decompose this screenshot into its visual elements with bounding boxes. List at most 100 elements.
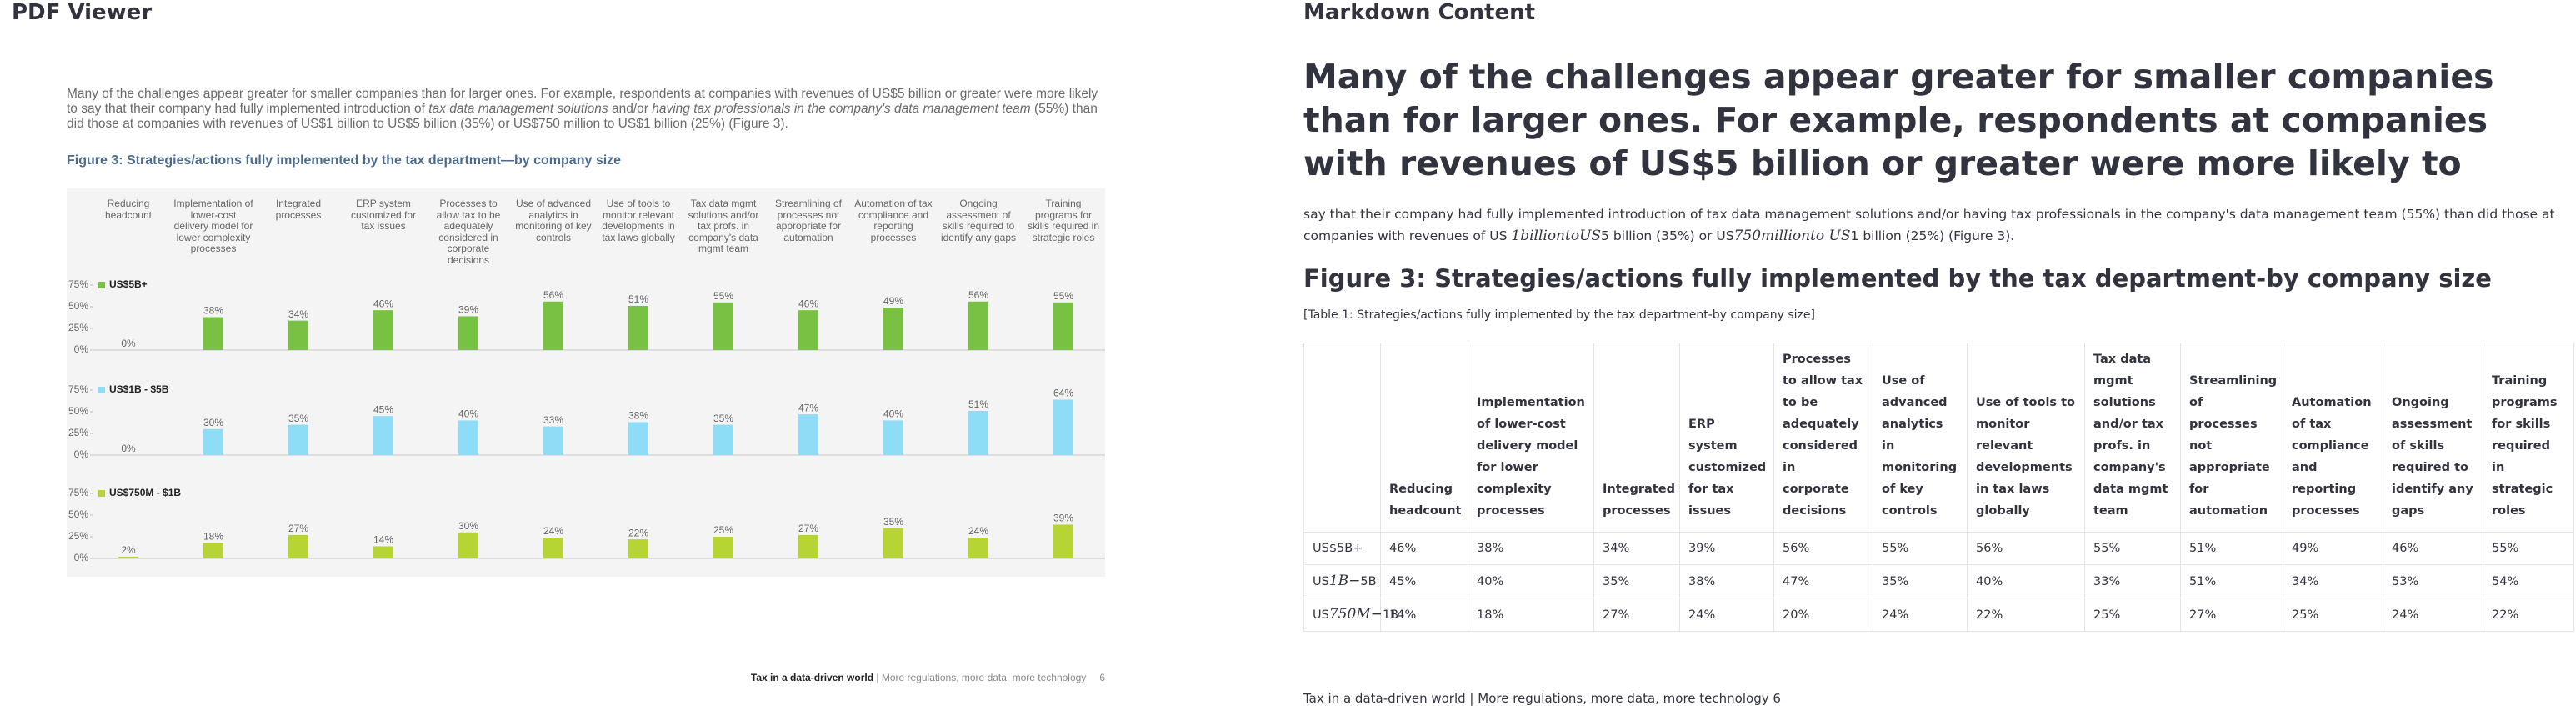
paragraph: say that their company had fully impleme…: [1303, 203, 2570, 247]
header-cell: Use of tools to monitor relevant develop…: [1967, 343, 2085, 533]
data-label: 27%: [288, 523, 308, 534]
text: 5B: [1360, 575, 1377, 588]
text: having tax professionals in the company'…: [652, 102, 1031, 116]
data-label: 30%: [458, 520, 478, 532]
text: Many of the challenges appear greater fo…: [67, 87, 1098, 116]
table-cell: 39%: [1679, 532, 1774, 565]
data-label: 64%: [1053, 388, 1073, 399]
table-cell: 18%: [1468, 598, 1594, 632]
table: Reducing headcount Implementation of lowe…: [1303, 343, 2574, 632]
table-cell: 40%: [1468, 564, 1594, 598]
header-cell: Automation of tax compliance and reporti…: [2283, 343, 2383, 533]
bar: [458, 532, 478, 558]
row-label: US$5B+: [1303, 532, 1381, 565]
bar: [543, 301, 563, 350]
data-label: 45%: [373, 403, 393, 415]
math: 1billiontoUS: [1511, 228, 1602, 244]
bar: [543, 426, 563, 455]
chart-background: [67, 188, 1105, 577]
text: US: [1313, 575, 1329, 588]
bar: [798, 310, 818, 350]
column-header: Automation of tax compliance and reporti…: [854, 198, 933, 243]
table-cell: 47%: [1773, 564, 1873, 598]
text: and/or: [608, 102, 653, 116]
heading: Many of the challenges appear greater fo…: [1303, 57, 2494, 183]
header-cell: Implementation of lower-cost delivery mo…: [1468, 343, 1594, 533]
data-label: 18%: [203, 530, 223, 542]
data-label: 38%: [628, 410, 648, 422]
column-header: Integrated processes: [275, 198, 322, 221]
bar: [713, 302, 733, 350]
text: say that their company had fully impleme…: [1303, 207, 2555, 243]
data-label: 35%: [288, 413, 308, 424]
table-cell: 24%: [2383, 598, 2483, 632]
table-caption: [Table 1: Strategies/actions fully imple…: [1303, 308, 1815, 322]
bar: [373, 546, 393, 558]
data-label: 2%: [121, 544, 136, 556]
table-cell: 56%: [1967, 532, 2085, 565]
column-header: Use of tools to monitor relevant develop…: [602, 198, 675, 243]
table-cell: 27%: [2180, 598, 2283, 632]
bar: [713, 424, 733, 455]
figure-heading: Figure 3: Strategies/actions fully imple…: [1303, 264, 2492, 293]
header-cell: Ongoing assessment of skills required to…: [2383, 343, 2483, 533]
data-label: 38%: [203, 305, 223, 317]
page-number: 6: [1099, 672, 1105, 683]
legend-swatch: [98, 387, 105, 393]
table-cell: 14%: [1380, 598, 1468, 632]
header-cell: Reducing headcount: [1380, 343, 1468, 533]
table-cell: 38%: [1679, 564, 1774, 598]
header-cell: Tax data mgmt solutions and/or tax profs…: [2084, 343, 2181, 533]
y-tick-label: 25%: [68, 322, 88, 333]
data-label: 14%: [373, 534, 393, 546]
paragraph: Many of the challenges appear greater fo…: [67, 87, 1104, 132]
table-cell: 53%: [2383, 564, 2483, 598]
header-cell: ERP system customized for tax issues: [1679, 343, 1774, 533]
column-header: Reducing headcount: [104, 198, 153, 221]
bar: [883, 308, 903, 350]
bar: [203, 317, 223, 350]
bar: [288, 320, 308, 350]
data-label: 51%: [968, 398, 988, 410]
data-label: 34%: [288, 308, 308, 320]
header-cell: [1303, 343, 1381, 533]
column-header: Tax data mgmt solutions and/or tax profs…: [688, 198, 759, 254]
table-cell: 27%: [1593, 598, 1680, 632]
table-cell: 54%: [2483, 564, 2574, 598]
column-header: Processes to allow tax to be adequately …: [436, 198, 501, 266]
table-cell: 22%: [2483, 598, 2574, 632]
header-cell: Integrated processes: [1593, 343, 1680, 533]
bar: [968, 301, 988, 350]
data-label: 39%: [1053, 513, 1073, 524]
header-cell: Training programs for skills required in…: [2483, 343, 2574, 533]
table-cell: 56%: [1773, 532, 1873, 565]
table-cell: 46%: [1380, 532, 1468, 565]
row-label: US750M−1B: [1303, 598, 1398, 632]
column-header: Use of advanced analytics in monitoring …: [515, 198, 592, 243]
bar: [628, 305, 648, 350]
y-tick-label: 50%: [68, 300, 88, 312]
table-cell: 45%: [1380, 564, 1468, 598]
header-row: Reducing headcount Implementation of lowe…: [1303, 343, 2574, 533]
data-label: 40%: [458, 408, 478, 420]
y-tick-label: 25%: [68, 530, 88, 542]
footer: Tax in a data-driven world | More regula…: [1303, 691, 1781, 706]
table-cell: 55%: [2483, 532, 2574, 565]
data-label: 25%: [713, 524, 733, 536]
data-label: 22%: [628, 527, 648, 538]
y-tick-label: 50%: [68, 405, 88, 417]
table-row: US1B−5B 45% 40% 35% 38% 47% 35% 40% 33% 51% 34% 53%…: [1303, 564, 2574, 598]
figure-title: Figure 3: Strategies/actions fully imple…: [67, 153, 622, 168]
table-cell: 20%: [1773, 598, 1873, 632]
table-cell: 38%: [1468, 532, 1594, 565]
bar: [543, 538, 563, 558]
pane-title: Markdown Content: [1303, 0, 1536, 25]
bar: [1053, 524, 1073, 558]
y-tick-label: 75%: [68, 278, 88, 290]
table-cell: 35%: [1593, 564, 1680, 598]
header-cell: Processes to allow tax to be adequately …: [1773, 343, 1873, 533]
data-label: 24%: [543, 525, 563, 537]
footer-title: Tax in a data-driven world: [750, 672, 874, 683]
row-label: US1B−5B: [1303, 564, 1381, 598]
